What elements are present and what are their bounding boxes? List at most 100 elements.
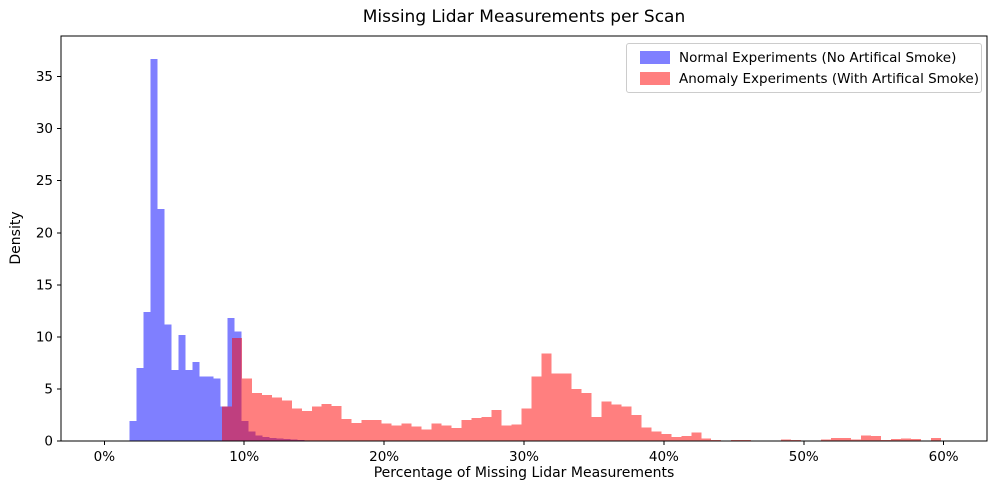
hist-bar-series-1 <box>910 438 921 441</box>
hist-bar-series-1 <box>511 424 522 441</box>
hist-bar-series-0 <box>171 370 179 441</box>
chart-title: Missing Lidar Measurements per Scan <box>362 7 686 27</box>
hist-bar-series-1 <box>641 427 652 441</box>
hist-bar-series-1 <box>891 439 901 441</box>
hist-bar-series-1 <box>521 408 532 441</box>
hist-bar-series-1 <box>661 434 672 441</box>
legend-swatch-anomaly-icon <box>640 72 670 85</box>
hist-bar-series-1 <box>271 397 282 441</box>
hist-bar-series-1 <box>421 429 432 441</box>
y-tick-label: 35 <box>36 69 53 85</box>
x-tick-label: 20% <box>369 449 399 465</box>
x-tick-label: 50% <box>789 449 819 465</box>
hist-bar-series-1 <box>341 419 352 441</box>
hist-bar-series-1 <box>601 401 612 441</box>
hist-bar-series-1 <box>581 393 592 441</box>
hist-bar-series-0 <box>150 58 158 442</box>
legend-item-anomaly: Anomaly Experiments (With Artifical Smok… <box>640 71 979 87</box>
hist-bar-series-1 <box>551 373 562 441</box>
x-axis-label: Percentage of Missing Lidar Measurements <box>373 465 675 481</box>
y-tick-label: 20 <box>36 225 53 241</box>
hist-bar-series-1 <box>441 425 452 441</box>
hist-bar-series-1 <box>631 414 642 441</box>
hist-bar-series-1 <box>481 417 492 441</box>
hist-bar-series-1 <box>531 376 542 441</box>
y-tick-label: 15 <box>36 277 53 293</box>
hist-bar-series-1 <box>621 406 632 441</box>
hist-bar-series-1 <box>851 439 862 441</box>
hist-bar-series-1 <box>491 409 502 441</box>
hist-bar-series-1 <box>861 435 872 441</box>
hist-bar-series-1 <box>321 404 332 441</box>
hist-bar-series-0 <box>213 378 221 441</box>
hist-bar-series-1 <box>901 438 911 441</box>
hist-bar-series-1 <box>401 423 412 441</box>
legend-item-normal: Normal Experiments (No Artifical Smoke) <box>640 50 975 66</box>
y-tick-label: 30 <box>36 121 53 137</box>
hist-bar-series-1 <box>281 400 292 441</box>
hist-bar-series-0 <box>199 376 207 441</box>
hist-bar-series-1 <box>561 373 572 441</box>
hist-bar-series-1 <box>221 406 232 441</box>
hist-bar-series-1 <box>451 427 462 441</box>
hist-bar-series-0 <box>129 421 137 441</box>
legend-label-anomaly: Anomaly Experiments (With Artifical Smok… <box>679 70 979 87</box>
hist-bar-series-1 <box>611 404 622 441</box>
hist-bar-series-1 <box>541 353 552 441</box>
hist-bar-series-1 <box>301 410 312 441</box>
hist-bar-series-0 <box>227 318 235 441</box>
x-tick-label: 0% <box>94 449 116 465</box>
y-tick-label: 5 <box>44 381 53 397</box>
hist-bar-series-1 <box>501 425 512 441</box>
hist-bar-series-1 <box>651 431 662 441</box>
y-tick-label: 25 <box>36 173 53 189</box>
hist-bar-series-1 <box>871 435 882 441</box>
hist-bar-series-1 <box>331 406 342 441</box>
hist-bar-series-1 <box>251 393 262 441</box>
hist-bar-series-1 <box>711 439 722 441</box>
hist-bar-series-0 <box>164 324 172 441</box>
x-tick-label: 10% <box>229 449 259 465</box>
x-tick-label: 60% <box>929 449 959 465</box>
hist-bar-series-1 <box>691 432 702 441</box>
hist-bar-series-0 <box>157 208 165 441</box>
hist-bar-series-1 <box>471 418 482 441</box>
hist-bar-series-1 <box>930 437 941 441</box>
x-tick-label: 40% <box>649 449 679 465</box>
hist-bar-series-1 <box>461 420 472 441</box>
hist-bar-series-1 <box>391 425 402 441</box>
hist-bar-series-1 <box>291 408 302 441</box>
y-tick-label: 0 <box>44 434 53 450</box>
hist-bar-series-1 <box>571 388 582 441</box>
hist-bar-series-1 <box>841 437 852 441</box>
hist-bar-series-1 <box>381 423 392 441</box>
hist-bar-series-0 <box>143 311 151 441</box>
hist-bar-series-1 <box>261 395 272 441</box>
hist-bar-series-0 <box>206 376 214 441</box>
hist-bar-series-1 <box>681 435 692 441</box>
y-tick-label: 10 <box>36 329 53 345</box>
hist-bar-series-0 <box>192 361 200 441</box>
hist-bar-series-1 <box>351 422 362 441</box>
legend-swatch-normal-icon <box>640 51 670 64</box>
legend: Normal Experiments (No Artifical Smoke) … <box>626 43 982 93</box>
hist-bar-series-1 <box>371 420 382 441</box>
hist-bar-series-0 <box>178 334 186 441</box>
hist-bar-series-0 <box>136 368 144 441</box>
hist-bar-series-1 <box>821 439 832 441</box>
hist-bar-series-1 <box>591 417 602 441</box>
hist-bar-series-1 <box>671 436 682 441</box>
hist-bar-series-1 <box>431 423 442 441</box>
hist-bar-series-1 <box>701 438 712 441</box>
hist-bar-series-1 <box>831 437 842 441</box>
hist-bar-series-1 <box>241 378 252 441</box>
hist-bar-series-1 <box>411 426 422 441</box>
hist-bar-series-1 <box>231 337 242 441</box>
hist-bar-series-1 <box>311 406 322 441</box>
hist-bar-series-0 <box>185 370 193 441</box>
hist-bar-series-1 <box>361 420 372 441</box>
hist-bar-series-1 <box>731 439 742 441</box>
hist-bar-series-1 <box>781 439 792 441</box>
